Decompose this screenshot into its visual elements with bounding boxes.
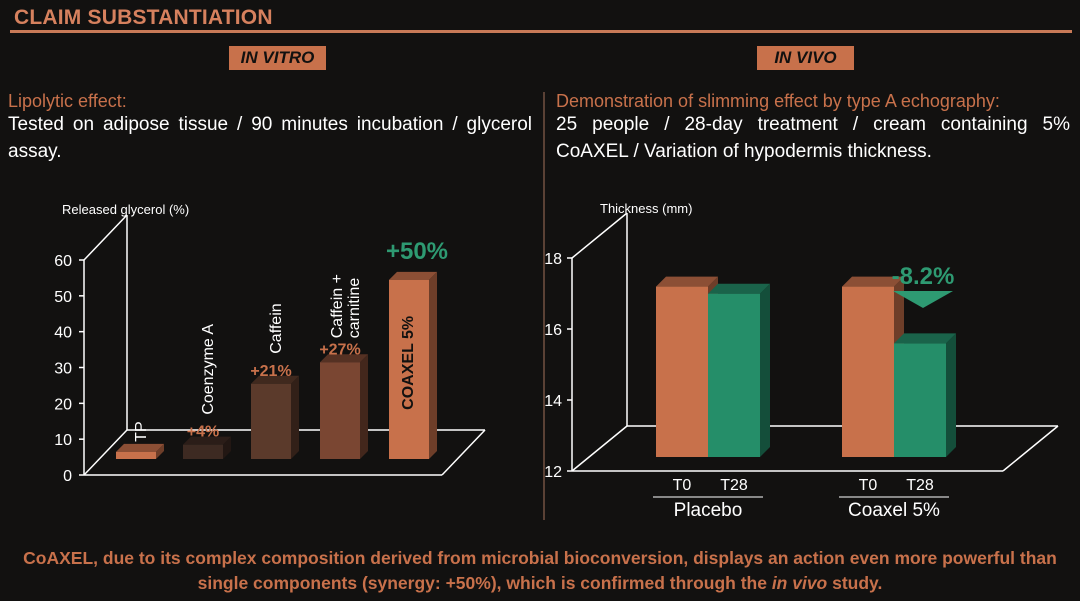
column-divider	[543, 92, 545, 520]
y-tick-label: 30	[54, 361, 72, 378]
bar-4-side	[429, 271, 437, 459]
page-title: CLAIM SUBSTANTIATION	[14, 6, 273, 29]
in-vitro-badge: IN VITRO	[229, 46, 326, 70]
in-vivo-description: 25 people / 28-day treatment / cream con…	[556, 114, 1070, 162]
in-vitro-description: Tested on adipose tissue / 90 minutes in…	[8, 114, 532, 162]
y-tick-label: 20	[54, 396, 72, 413]
y-tick-labels: 0 10 20 30 40 50 60	[54, 253, 84, 485]
frame-edge	[571, 425, 628, 472]
series-label: T0	[673, 477, 692, 494]
thickness-chart: Thickness (mm) 12 14 16 18 T0 T28 Placebo T0 T2…	[545, 201, 1059, 521]
bar-0-top	[116, 443, 164, 452]
series-label: T28	[720, 477, 748, 494]
series-label: T0	[859, 477, 878, 494]
data-label: +21%	[250, 363, 291, 380]
y-tick-label: 18	[545, 251, 562, 268]
bar-0	[116, 451, 156, 459]
category-label: Caffein +	[329, 274, 346, 338]
labels: T0 T28 Placebo T0 T28 Coaxel 5% -8.2%	[653, 263, 954, 521]
footer-text: CoAXEL, due to its complex composition d…	[23, 548, 1057, 593]
bar-2-side	[291, 375, 299, 459]
bar-0-1-side	[760, 283, 770, 457]
category-label: Coenzyme A	[200, 324, 217, 415]
bar-0-1-top	[708, 283, 770, 294]
bar-2-top	[251, 375, 299, 384]
bars	[116, 271, 437, 459]
y-tick-label: 50	[54, 289, 72, 306]
labels: TP Coenzyme A +4% Caffein +21% Caffein + carni…	[133, 238, 448, 442]
in-vivo-badge: IN VIVO	[757, 46, 854, 70]
bar-1-top	[183, 436, 231, 445]
thickness-axis-label: Thickness (mm)	[600, 201, 692, 216]
chart-frame	[571, 212, 1059, 472]
footer-italic: in vivo	[771, 573, 828, 593]
bar-4-top	[389, 271, 437, 280]
frame-edge	[571, 212, 628, 259]
bar-0-0-top	[656, 276, 718, 287]
data-label: +27%	[319, 341, 360, 358]
y-tick-label: 40	[54, 325, 72, 342]
bar-1-1-top	[894, 333, 956, 344]
in-vivo-lead: Demonstration of slimming effect by type…	[556, 91, 1000, 111]
category-label: carnitine	[346, 278, 363, 339]
y-tick-label: 60	[54, 253, 72, 270]
group-label: Placebo	[674, 500, 743, 521]
annotation-arrow	[893, 291, 953, 308]
y-tick-label: 10	[54, 432, 72, 449]
bar-1-0-top	[842, 276, 904, 287]
group-label: Coaxel 5%	[848, 500, 940, 521]
footer-text-end: study.	[827, 573, 883, 593]
bar-0-side	[156, 443, 164, 459]
title-rule	[10, 30, 1072, 33]
category-label: COAXEL 5%	[400, 316, 417, 410]
annotation-label: -8.2%	[892, 263, 955, 290]
bar-1-side	[223, 436, 231, 459]
series-label: T28	[906, 477, 934, 494]
glycerol-chart: Released glycerol (%) 0 10 20 30 40 50 60 TP Co…	[54, 202, 486, 485]
bar-4	[389, 279, 429, 459]
y-tick-label: 16	[545, 322, 562, 339]
y-tick-label: 12	[545, 464, 562, 481]
frame-edge	[83, 214, 128, 261]
bar-3-top	[320, 354, 368, 363]
bar-3-side	[360, 354, 368, 459]
bar-0-1	[708, 293, 760, 457]
bar-1	[183, 444, 223, 459]
category-label: TP	[133, 421, 150, 441]
footer-statement: CoAXEL, due to its complex composition d…	[0, 546, 1080, 596]
y-tick-labels: 12 14 16 18	[545, 251, 572, 481]
y-tick-label: 0	[63, 468, 72, 485]
bar-1-0	[842, 286, 894, 457]
bars	[656, 276, 956, 457]
in-vitro-lead: Lipolytic effect:	[8, 91, 127, 111]
bar-1-1	[894, 343, 946, 457]
glycerol-axis-label: Released glycerol (%)	[62, 202, 189, 217]
bar-0-0	[656, 286, 708, 457]
category-label: Caffein	[268, 303, 285, 353]
frame-edge	[83, 429, 128, 476]
frame-edge	[1002, 425, 1059, 472]
y-tick-label: 14	[545, 393, 562, 410]
frame-edge	[441, 429, 486, 476]
data-label: +4%	[187, 424, 219, 441]
data-label: +50%	[386, 238, 448, 265]
bar-3	[320, 362, 360, 459]
bar-1-1-side	[946, 333, 956, 457]
bar-2	[251, 383, 291, 459]
